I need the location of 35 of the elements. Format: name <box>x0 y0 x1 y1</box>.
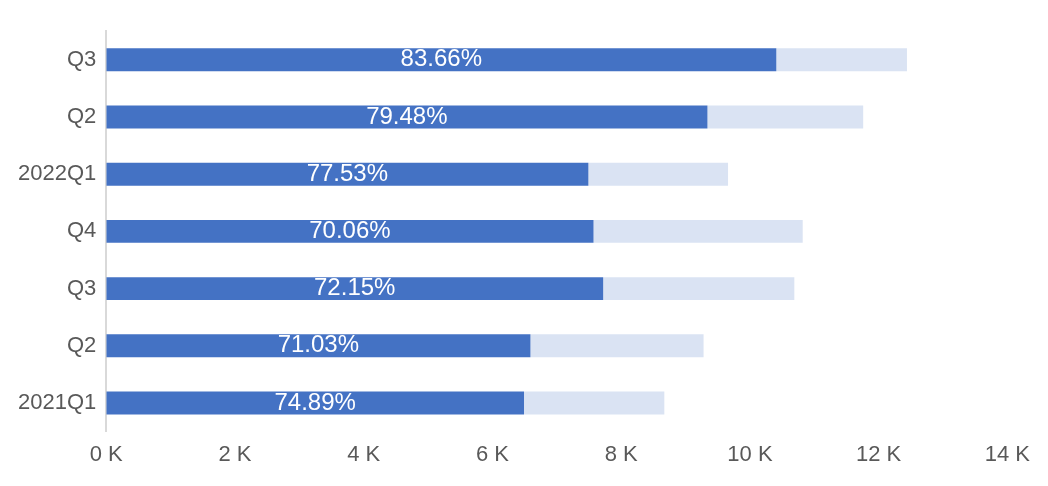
annotation: 83.66% <box>400 44 482 72</box>
bar <box>776 48 907 72</box>
y-tick-label: 2022Q1 <box>17 160 97 186</box>
annotation: 74.89% <box>274 387 356 415</box>
x-tick-label: 10 K <box>727 440 773 466</box>
y-tick-label: Q3 <box>66 274 97 300</box>
bar <box>593 219 803 243</box>
annotation: 79.48% <box>366 101 448 129</box>
y-tick-label: Q2 <box>66 331 97 357</box>
annotation: 71.03% <box>277 330 360 358</box>
x-tick-label: 0 K <box>89 440 124 466</box>
bar <box>106 277 604 301</box>
bar <box>603 277 795 301</box>
y-tick-label: 2021Q1 <box>17 389 97 415</box>
bar <box>106 105 708 129</box>
bar <box>530 334 704 358</box>
bar <box>588 162 729 186</box>
bar <box>106 48 777 72</box>
x-tick-label: 14 K <box>984 440 1031 466</box>
bar <box>707 105 864 129</box>
bar <box>106 219 594 243</box>
annotation: 70.06% <box>309 216 391 244</box>
x-tick-label: 2 K <box>218 440 252 466</box>
bar <box>106 162 589 186</box>
x-tick-label: 12 K <box>856 440 902 466</box>
annotation: 77.53% <box>306 158 389 186</box>
y-tick-label: Q4 <box>66 217 97 243</box>
x-tick-label: 6 K <box>475 440 510 466</box>
x-tick-label: 4 K <box>347 440 381 466</box>
y-tick-label: Q3 <box>66 45 97 71</box>
bar <box>106 334 531 358</box>
x-tick-label: 8 K <box>604 440 639 466</box>
annotation: 72.15% <box>314 273 396 301</box>
bar <box>524 391 665 415</box>
y-tick-label: Q2 <box>66 103 97 129</box>
